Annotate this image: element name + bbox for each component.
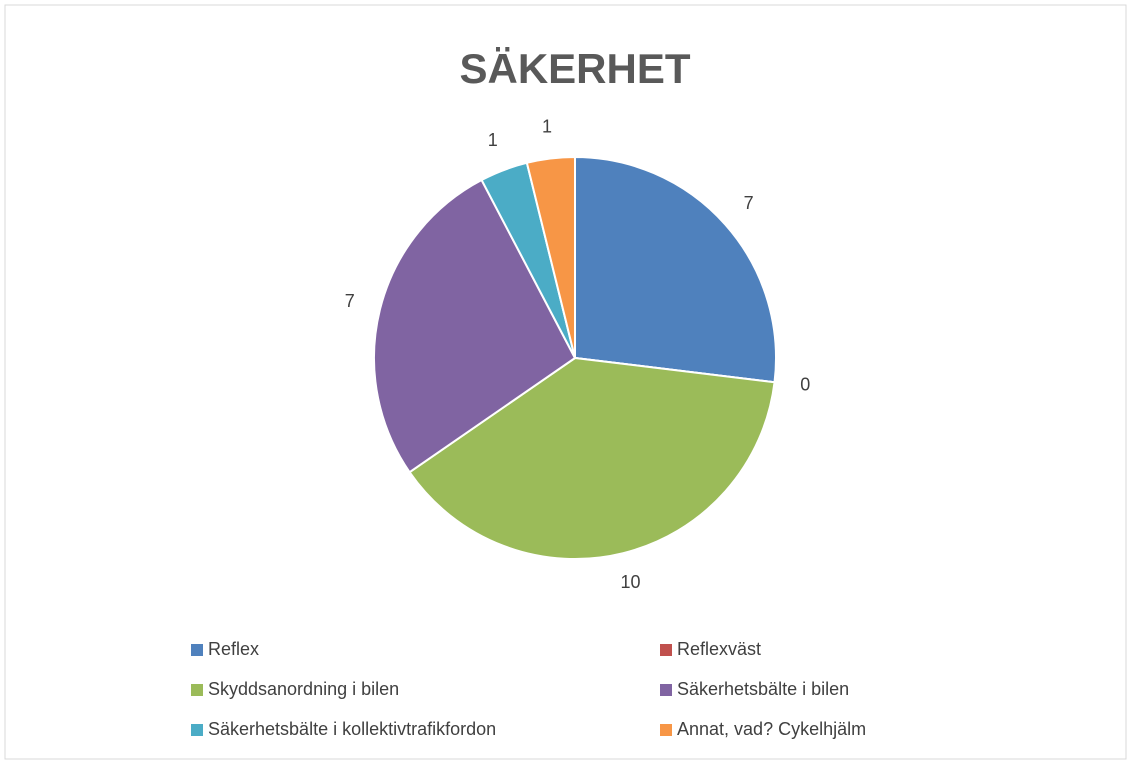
data-label: 7	[345, 291, 355, 311]
data-label: 1	[488, 130, 498, 150]
legend-swatch	[191, 644, 203, 656]
legend-swatch	[660, 644, 672, 656]
legend-swatch	[191, 684, 203, 696]
legend-label: Annat, vad? Cykelhjälm	[677, 719, 866, 739]
data-label: 7	[744, 193, 754, 213]
legend-label: Säkerhetsbälte i bilen	[677, 679, 849, 699]
legend-swatch	[660, 724, 672, 736]
legend-label: Reflexväst	[677, 639, 761, 659]
data-label: 1	[542, 116, 552, 136]
pie-slice	[408, 356, 776, 560]
legend-swatch	[660, 684, 672, 696]
legend-label: Reflex	[208, 639, 259, 659]
data-label: 0	[800, 375, 810, 395]
legend-label: Säkerhetsbälte i kollektivtrafikfordon	[208, 719, 496, 739]
legend-label: Skyddsanordning i bilen	[208, 679, 399, 699]
pie-slice	[574, 155, 777, 384]
pie-slice	[525, 155, 576, 359]
pie-slice	[373, 178, 577, 474]
chart-title: SÄKERHET	[459, 45, 690, 92]
data-label: 10	[621, 572, 641, 592]
legend-swatch	[191, 724, 203, 736]
